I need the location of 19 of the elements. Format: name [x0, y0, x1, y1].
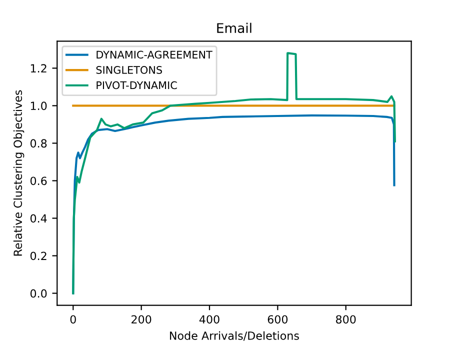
x-axis-title: Node Arrivals/Deletions: [170, 331, 299, 341]
x-tick-label: 400: [199, 315, 220, 324]
y-tick-label: 0.4: [30, 214, 47, 223]
y-axis-title: Relative Clustering Objectives: [13, 90, 24, 256]
legend-label: PIVOT-DYNAMIC: [96, 81, 177, 90]
chart-title: Email: [217, 22, 252, 34]
y-tick-label: 0.2: [30, 252, 46, 260]
legend-label: SINGLETONS: [96, 66, 162, 74]
y-tick-label: 0.8: [30, 139, 47, 148]
y-tick-label: 1.0: [30, 102, 47, 110]
x-tick-label: 200: [132, 315, 152, 324]
x-tick-label: 600: [268, 315, 288, 324]
line-series: [72, 52, 396, 294]
y-tick-label: 1.2: [30, 64, 46, 72]
legend-label: DYNAMIC-AGREEMENT: [96, 50, 212, 59]
y-tick-label: 0.0: [30, 289, 47, 298]
y-tick-label: 0.6: [30, 176, 47, 186]
x-tick-label: 800: [336, 315, 356, 324]
x-tick-label: 0: [70, 315, 76, 324]
